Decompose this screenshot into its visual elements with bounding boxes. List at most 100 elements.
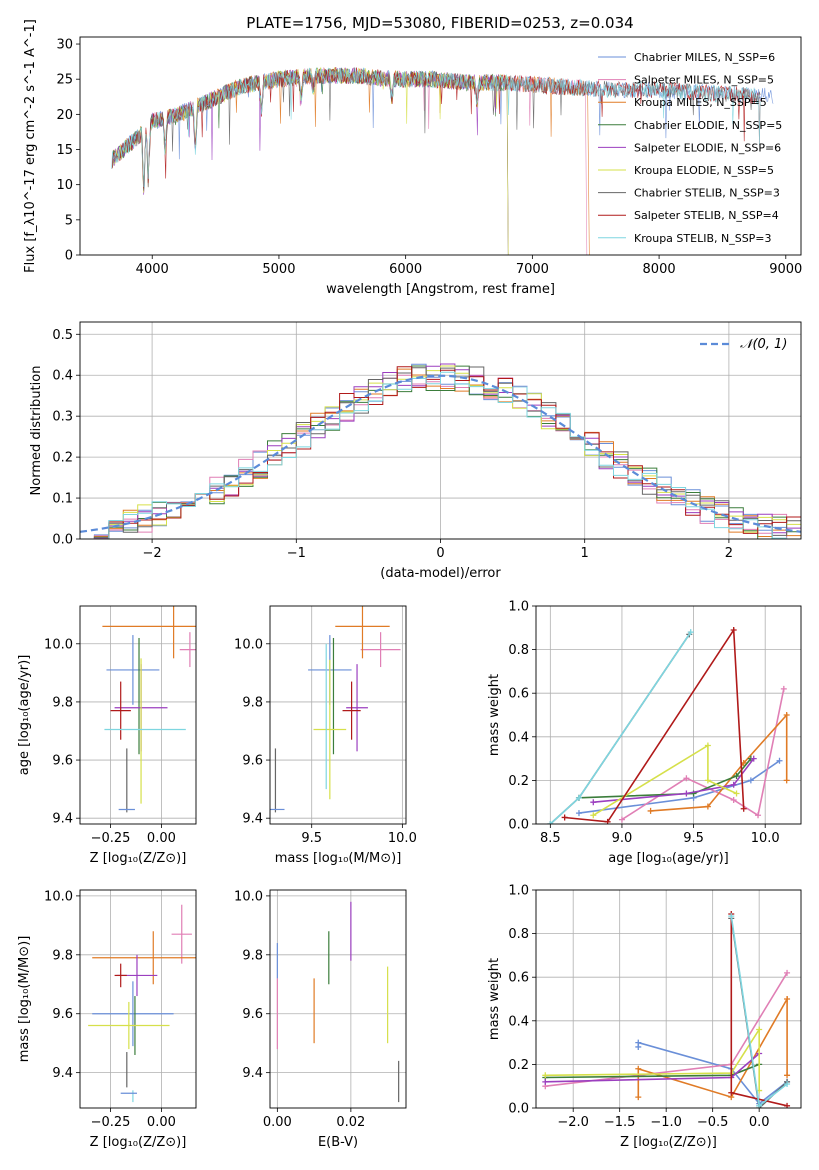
error-bar-point (313, 659, 347, 800)
x-axis-label: E(B-V) (318, 1135, 358, 1150)
axes-frame (79, 321, 802, 540)
ticks: 0.00 0.02 9.4 9.6 9.8 10.0 (234, 889, 365, 1130)
plot-area (88, 904, 196, 1103)
mass-weight-line (564, 627, 745, 823)
legend-label: Kroupa ELODIE, N_SSP=5 (634, 164, 774, 177)
y-tick-label: 0.3 (52, 410, 73, 425)
error-bar-point (335, 606, 390, 659)
y-tick-label: 30 (56, 38, 73, 53)
mass-weight-marker (750, 755, 757, 762)
mass-weight-marker (755, 812, 762, 819)
y-axis-label: mass weight (487, 958, 502, 1040)
legend-label: 𝒩(0, 1) (740, 337, 787, 352)
mass-weight-marker (784, 996, 791, 1002)
y-tick-label: 9.8 (52, 695, 73, 710)
mass-weight-marker (635, 1039, 642, 1046)
mass-vs-metallicity-panel: −0.25 0.00 9.4 9.6 9.8 10.0 Z [log₁₀(Z/Z⊙)] mas… (17, 889, 197, 1150)
y-tick-label: 9.4 (52, 812, 73, 827)
mass-weight-marker (561, 814, 568, 821)
x-tick-label: −2.0 (557, 1115, 589, 1130)
legend-label: Salpeter ELODIE, N_SSP=6 (634, 141, 781, 154)
axes-frame (79, 36, 802, 256)
mass-weight-marker (780, 685, 787, 692)
mass-weight-marker (783, 777, 790, 784)
mass-weight-marker (590, 812, 597, 819)
x-tick-label: 9.5 (301, 831, 322, 846)
spectrum-line (111, 66, 509, 255)
mass-weight-marker (728, 913, 735, 920)
x-axis-label: Z [log₁₀(Z/Z⊙)] (90, 1135, 187, 1150)
mass-weight-marker (704, 742, 711, 749)
y-tick-label: 9.6 (52, 754, 73, 769)
mass-weight-line (650, 712, 788, 812)
legend-label: Kroupa STELIB, N_SSP=3 (634, 232, 772, 245)
residual-histogram (80, 366, 801, 539)
y-tick-label: 9.4 (52, 1066, 73, 1081)
x-tick-label: −1.5 (604, 1115, 636, 1130)
mass-weight-marker (784, 1072, 791, 1079)
x-tick-label: 4000 (136, 262, 169, 277)
x-axis-label: wavelength [Angstrom, rest frame] (326, 282, 555, 297)
error-bar-point (102, 606, 196, 659)
x-tick-label: 10.0 (751, 831, 780, 846)
x-tick-label: 0.00 (147, 1115, 176, 1130)
y-tick-label: 0.6 (508, 971, 529, 986)
plot-area (102, 606, 196, 813)
spectrum-line (111, 67, 588, 255)
mass-weight-marker (704, 803, 711, 810)
mass-weight-line (621, 688, 785, 821)
mass-weight-marker (730, 626, 737, 633)
y-tick-label: 0.2 (52, 451, 73, 466)
x-tick-label: −1 (287, 546, 306, 561)
ticks: 8.5 9.0 9.5 10.0 0.0 0.2 0.4 0.6 0.8 1.0 (508, 600, 779, 847)
legend-label: Salpeter MILES, N_SSP=5 (634, 74, 774, 87)
error-bar-point (92, 981, 174, 1047)
x-tick-label: 0.0 (749, 1115, 770, 1130)
error-bar-point (346, 664, 368, 752)
mass-vs-reddening-panel: 0.00 0.02 9.4 9.6 9.8 10.0 E(B-V) (234, 889, 407, 1150)
ticks: −0.25 0.00 9.4 9.6 9.8 10.0 (44, 637, 176, 846)
plot-area (547, 626, 790, 824)
y-tick-label: 0.5 (52, 328, 73, 343)
legend-label: Chabrier STELIB, N_SSP=3 (634, 187, 780, 200)
y-axis-label: age [log₁₀(age/yr)] (17, 655, 32, 776)
mass-weight-marker (542, 1072, 549, 1079)
y-tick-label: 15 (56, 143, 73, 158)
y-tick-label: 10 (56, 178, 73, 193)
mass-weight-marker (547, 821, 554, 824)
ticks: −0.25 0.00 9.4 9.6 9.8 10.0 (44, 889, 176, 1130)
y-tick-label: 0.8 (508, 927, 529, 942)
x-tick-label: 7000 (516, 262, 549, 277)
normal-reference-curve (80, 374, 801, 533)
mass-weight-marker (784, 1081, 791, 1088)
mass-weight-marker (575, 794, 582, 801)
x-axis-label: (data-model)/error (380, 566, 501, 581)
y-axis-label: mass weight (487, 674, 502, 756)
y-tick-label: 10.0 (234, 637, 263, 652)
mass-weight-marker (730, 797, 737, 804)
ticks: −2 −1 0 1 2 0.0 0.1 0.2 0.3 0.4 0.5 (52, 328, 733, 561)
y-tick-label: 9.6 (52, 1007, 73, 1022)
mass-weight-marker (618, 816, 625, 823)
x-axis-label: age [log₁₀(age/yr)] (608, 851, 729, 866)
x-tick-label: −2 (143, 546, 162, 561)
error-bar-point (342, 681, 361, 740)
mass-weight-marker (590, 799, 597, 806)
axes-frame (535, 889, 802, 1109)
y-tick-label: 1.0 (508, 884, 529, 899)
mass-weight-marker (784, 969, 791, 976)
x-tick-label: 0 (436, 546, 444, 561)
y-tick-label: 0 (65, 249, 73, 264)
ticks: 4000 5000 6000 7000 8000 9000 0 5 10 15 20 25 30 (56, 38, 802, 277)
error-bar-point (171, 904, 192, 964)
x-tick-label: 10.0 (388, 831, 417, 846)
mass-weight-marker (740, 805, 747, 812)
y-tick-label: 10.0 (234, 889, 263, 904)
axes-frame (269, 889, 407, 1109)
mass-weight-vs-metallicity-panel: −2.0 −1.5 −1.0 −0.5 0.0 0.0 0.2 0.4 0.6 0.8 1.0 Z [… (487, 884, 802, 1150)
plot-area (80, 363, 801, 539)
x-axis-label: Z [log₁₀(Z/Z⊙)] (620, 1135, 717, 1150)
plot-area (542, 910, 791, 1108)
x-tick-label: 5000 (262, 262, 295, 277)
